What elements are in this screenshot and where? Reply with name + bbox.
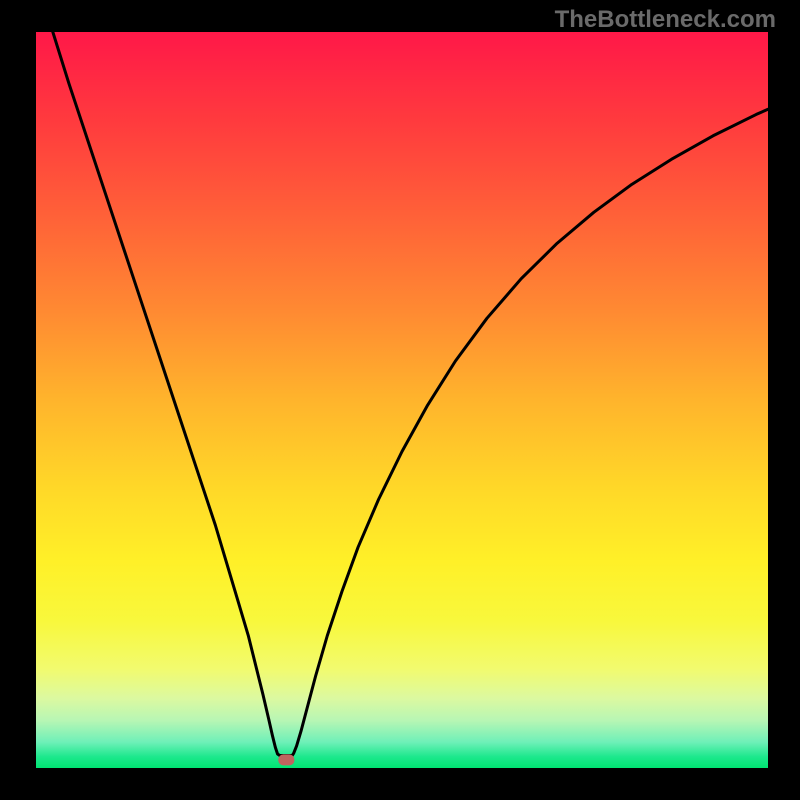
optimum-marker — [278, 754, 294, 765]
plot-background — [36, 32, 768, 768]
chart-container: TheBottleneck.com — [0, 0, 800, 800]
bottleneck-curve-plot — [36, 32, 768, 768]
watermark-text: TheBottleneck.com — [555, 6, 776, 34]
